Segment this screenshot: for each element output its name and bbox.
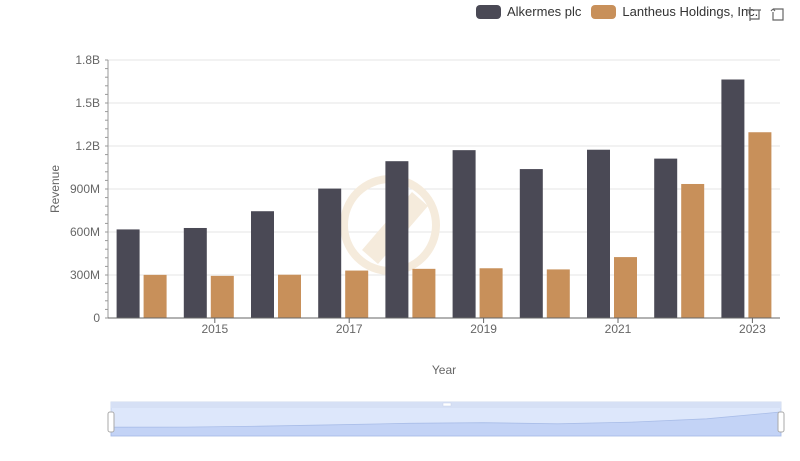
legend-swatch-lantheus — [591, 4, 617, 19]
bar-alkermes-2022 — [654, 158, 678, 318]
bar-alkermes-2020 — [519, 169, 543, 318]
y-tick-label: 900M — [70, 182, 100, 196]
bar-alkermes-2015 — [183, 227, 207, 318]
x-tick-label: 2017 — [336, 322, 363, 336]
y-tick-label: 600M — [70, 225, 100, 239]
y-tick-label: 1.2B — [75, 139, 100, 153]
x-tick-label: 2015 — [201, 322, 228, 336]
toolbox — [746, 6, 786, 22]
x-tick-label: 2023 — [739, 322, 766, 336]
y-tick-label: 0 — [93, 311, 100, 325]
bar-lantheus-2020 — [546, 269, 570, 318]
bar-alkermes-2019 — [452, 150, 476, 318]
bar-alkermes-2016 — [251, 211, 274, 318]
bar-lantheus-2023 — [748, 132, 772, 318]
legend-swatch-alkermes — [476, 4, 501, 19]
bar-lantheus-2017 — [345, 270, 369, 318]
bar-alkermes-2023 — [721, 79, 745, 318]
bar-lantheus-2019 — [479, 268, 503, 318]
legend-label-lantheus: Lantheus Holdings, Inc. — [622, 4, 759, 19]
y-axis-title: Revenue — [48, 165, 62, 213]
legend: Alkermes plc Lantheus Holdings, Inc. — [476, 4, 758, 19]
bar-lantheus-2022 — [681, 183, 705, 318]
bar-lantheus-2018 — [412, 268, 436, 318]
x-tick-label: 2019 — [470, 322, 497, 336]
legend-item-alkermes[interactable]: Alkermes plc — [476, 4, 581, 19]
bar-alkermes-2014 — [116, 229, 140, 318]
bar-lantheus-2021 — [614, 257, 637, 318]
datazoom-grip — [442, 402, 452, 407]
restore-icon[interactable] — [770, 6, 786, 22]
bar-lantheus-2015 — [210, 275, 234, 318]
y-tick-label: 300M — [70, 268, 100, 282]
bar-lantheus-2014 — [143, 274, 167, 318]
x-axis-title: Year — [432, 363, 456, 377]
zoom-select-icon[interactable] — [746, 6, 762, 22]
datazoom-handle-right[interactable] — [777, 411, 785, 433]
bar-alkermes-2017 — [318, 188, 342, 318]
y-tick-label: 1.5B — [75, 96, 100, 110]
bar-alkermes-2021 — [587, 149, 610, 318]
bar-lantheus-2016 — [278, 274, 301, 318]
y-tick-label: 1.8B — [75, 53, 100, 67]
datazoom-handle-left[interactable] — [107, 411, 115, 433]
legend-label-alkermes: Alkermes plc — [507, 4, 582, 19]
legend-item-lantheus[interactable]: Lantheus Holdings, Inc. — [591, 4, 758, 19]
x-tick-label: 2021 — [605, 322, 632, 336]
bar-alkermes-2018 — [385, 161, 409, 318]
